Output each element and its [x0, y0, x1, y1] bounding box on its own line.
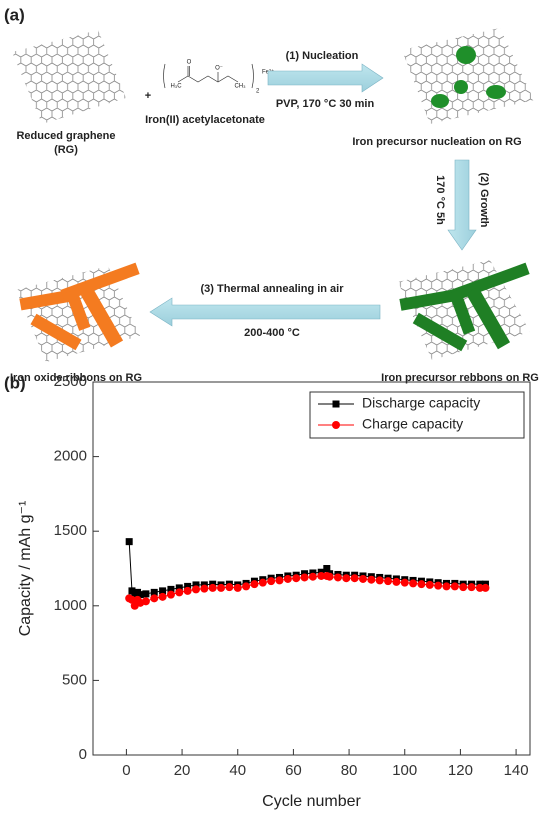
- marker: [342, 574, 350, 582]
- marker: [259, 579, 267, 587]
- y-tick-label: 1000: [54, 597, 87, 614]
- atom-label: 2: [256, 89, 260, 95]
- marker: [442, 582, 450, 590]
- x-axis-label: Cycle number: [262, 793, 361, 810]
- marker: [417, 580, 425, 588]
- step-label: (1) Nucleation: [286, 50, 359, 62]
- step-conditions: 170 °C 5h: [434, 175, 446, 225]
- x-tick-label: 120: [448, 762, 473, 779]
- arrow: [150, 298, 380, 326]
- marker: [426, 581, 434, 589]
- marker: [459, 583, 467, 591]
- x-tick-label: 40: [229, 762, 246, 779]
- reactant-label: Iron(II) acetylacetonate: [145, 114, 265, 126]
- x-tick-label: 80: [341, 762, 358, 779]
- atom-label: O: [187, 60, 192, 66]
- marker: [326, 573, 334, 581]
- graphene-sheet: [402, 28, 534, 124]
- graphene-sheet: [12, 30, 126, 124]
- marker: [468, 583, 476, 591]
- nucleus: [486, 85, 506, 99]
- panel-a: (a) Reduced graphene (RG) + H₃C CH₃ O O⁻…: [4, 5, 539, 383]
- marker: [150, 594, 158, 602]
- product-label: Iron precursor nucleation on RG: [352, 136, 521, 148]
- marker: [142, 597, 150, 605]
- legend-label: Discharge capacity: [362, 395, 480, 411]
- nucleus: [454, 80, 468, 94]
- marker: [376, 576, 384, 584]
- step-label: (3) Thermal annealing in air: [200, 283, 344, 295]
- marker: [126, 538, 133, 545]
- panel-label: (a): [4, 5, 25, 24]
- y-tick-label: 2000: [54, 448, 87, 465]
- marker: [167, 591, 175, 599]
- marker: [333, 401, 340, 408]
- reactant-label: (RG): [54, 144, 78, 156]
- marker: [184, 587, 192, 595]
- marker: [481, 584, 489, 592]
- figure: (a) Reduced graphene (RG) + H₃C CH₃ O O⁻…: [0, 0, 539, 815]
- step-conditions: 200-400 °C: [244, 327, 300, 339]
- marker: [159, 593, 167, 601]
- x-tick-label: 0: [122, 762, 130, 779]
- marker: [284, 575, 292, 583]
- legend: Discharge capacity Charge capacity: [310, 392, 524, 438]
- y-tick-label: 500: [62, 671, 87, 688]
- marker: [225, 583, 233, 591]
- atom-label: O⁻: [215, 66, 223, 72]
- marker: [217, 584, 225, 592]
- x-tick-label: 20: [174, 762, 191, 779]
- marker: [142, 590, 149, 597]
- marker: [392, 578, 400, 586]
- nucleus: [456, 46, 476, 64]
- marker: [367, 576, 375, 584]
- plus: +: [145, 90, 151, 102]
- marker: [192, 585, 200, 593]
- legend-label: Charge capacity: [362, 416, 463, 432]
- marker: [334, 573, 342, 581]
- marker: [267, 577, 275, 585]
- marker: [292, 574, 300, 582]
- marker: [409, 579, 417, 587]
- marker: [384, 577, 392, 585]
- y-tick-label: 0: [79, 746, 87, 763]
- nucleus: [431, 94, 449, 108]
- arrow: [448, 160, 476, 250]
- y-tick-label: 1500: [54, 522, 87, 539]
- x-tick-label: 60: [285, 762, 302, 779]
- marker: [234, 584, 242, 592]
- x-tick-label: 140: [504, 762, 529, 779]
- panel-label: (b): [4, 373, 26, 392]
- marker: [451, 582, 459, 590]
- marker: [250, 580, 258, 588]
- marker: [401, 579, 409, 587]
- marker: [351, 574, 359, 582]
- panel-b: (b) 0 500 1000 1500 2000 2500 0 20 40 60 80 100 120 1…: [4, 373, 530, 810]
- marker: [209, 584, 217, 592]
- atom-label: CH₃: [234, 84, 246, 90]
- marker: [301, 573, 309, 581]
- marker: [242, 582, 250, 590]
- y-tick-label: 2500: [54, 373, 87, 390]
- marker: [434, 582, 442, 590]
- y-axis-label: Capacity / mAh g⁻¹: [17, 501, 34, 637]
- arrow: [268, 64, 383, 92]
- step-label: (2) Growth: [478, 173, 490, 228]
- marker: [175, 588, 183, 596]
- marker: [275, 576, 283, 584]
- series: [125, 572, 489, 610]
- marker: [359, 575, 367, 583]
- marker: [200, 585, 208, 593]
- reactant-label: Reduced graphene: [16, 130, 115, 142]
- marker: [332, 421, 340, 429]
- atom-label: H₃C: [170, 84, 182, 90]
- step-conditions: PVP, 170 °C 30 min: [276, 98, 375, 110]
- marker: [309, 573, 317, 581]
- x-tick-label: 100: [392, 762, 417, 779]
